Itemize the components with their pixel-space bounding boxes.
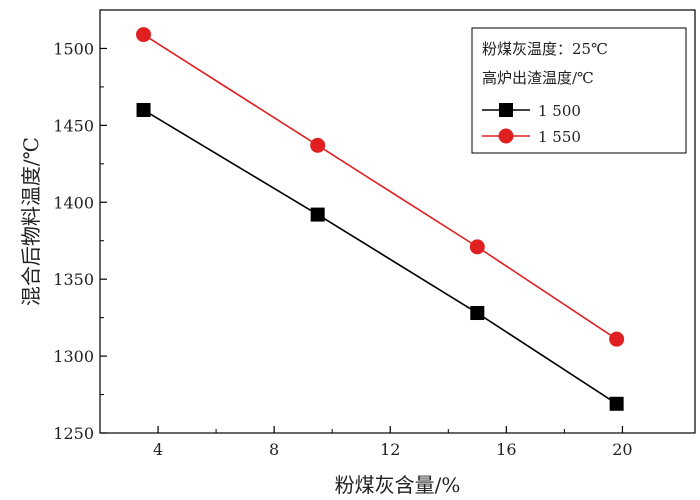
y-axis-title: 混合后物料温度/℃ bbox=[19, 137, 43, 306]
y-tick-label: 1450 bbox=[53, 116, 94, 135]
x-tick-label: 12 bbox=[380, 440, 400, 459]
x-axis-title: 粉煤灰含量/% bbox=[335, 473, 461, 497]
legend-marker-0 bbox=[499, 103, 513, 117]
x-tick-label: 16 bbox=[496, 440, 516, 459]
plot-frame bbox=[99, 9, 696, 434]
y-tick-label: 1350 bbox=[53, 270, 94, 289]
data-point bbox=[310, 137, 326, 153]
data-point bbox=[470, 306, 485, 321]
legend-marker-1 bbox=[498, 128, 514, 144]
series-line-1 bbox=[143, 33, 618, 340]
legend-header-powder-temp: 粉煤灰温度：25℃ bbox=[482, 40, 608, 58]
data-point bbox=[609, 396, 624, 411]
series-1 bbox=[136, 27, 625, 347]
data-point bbox=[469, 239, 485, 255]
series-0 bbox=[136, 102, 624, 411]
series-line-0 bbox=[143, 109, 618, 405]
y-tick-label: 1250 bbox=[53, 424, 94, 443]
legend: 粉煤灰温度：25℃ 高炉出渣温度/℃ 1 500 1 550 bbox=[471, 27, 687, 154]
series-layer bbox=[136, 27, 625, 411]
x-tick-label: 4 bbox=[153, 440, 163, 459]
x-tick-label: 8 bbox=[269, 440, 279, 459]
legend-header-slag-temp: 高炉出渣温度/℃ bbox=[482, 69, 594, 87]
legend-entry-1: 1 550 bbox=[482, 128, 581, 146]
y-tick-label: 1400 bbox=[53, 193, 94, 212]
y-tick-label: 1300 bbox=[53, 347, 94, 366]
legend-entry-0: 1 500 bbox=[482, 102, 581, 120]
x-tick-label: 20 bbox=[612, 440, 632, 459]
data-point bbox=[609, 331, 625, 347]
data-point bbox=[310, 207, 325, 222]
legend-label-1: 1 550 bbox=[538, 128, 581, 146]
legend-entries: 1 500 1 550 bbox=[482, 102, 581, 146]
y-tick-label: 1500 bbox=[53, 39, 94, 58]
legend-label-0: 1 500 bbox=[538, 102, 581, 120]
data-point bbox=[136, 102, 151, 117]
axis-ticks: 4 8 12 16 20 1250 1300 1350 1400 1450 1500 bbox=[53, 39, 632, 459]
data-point bbox=[136, 27, 152, 43]
